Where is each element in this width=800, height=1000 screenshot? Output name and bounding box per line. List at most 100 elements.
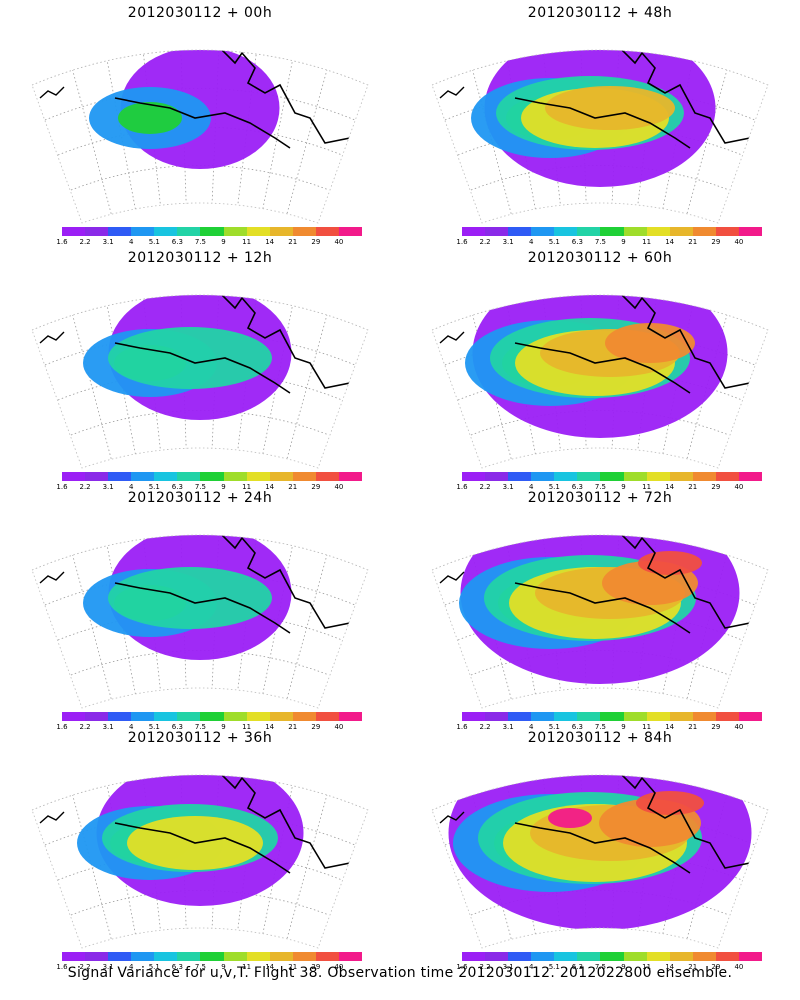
colorbar-swatch xyxy=(292,227,316,236)
colorbar-tick-label: 14 xyxy=(665,238,675,246)
colorbar-tick-label: 3.1 xyxy=(502,483,514,491)
colorbar-tick-label: 29 xyxy=(311,483,321,491)
colorbar-swatch xyxy=(62,472,86,481)
colorbar-tick-label: 6.3 xyxy=(571,238,583,246)
colorbar-swatch xyxy=(462,712,486,721)
variance-map xyxy=(31,534,369,709)
colorbar-tick-label: 4 xyxy=(128,963,134,971)
colorbar-swatch xyxy=(623,472,647,481)
colorbar-tick-label: 40 xyxy=(334,963,344,971)
colorbar-tick-label: 29 xyxy=(711,963,721,971)
map-panel: 2012030112 + 48h 1.6 2.2 3.1 4 5.1 6.3 7.5 9 11 14… xyxy=(400,5,800,248)
colorbar-swatch xyxy=(508,712,532,721)
colorbar-swatch xyxy=(669,227,693,236)
colorbar-swatch xyxy=(315,952,339,961)
colorbar-labels: 1.6 2.2 3.1 4 5.1 6.3 7.5 9 11 14 21 29 40 xyxy=(456,238,762,248)
colorbar-tick-label: 6.3 xyxy=(571,483,583,491)
colorbar-tick-label: 11 xyxy=(642,238,652,246)
colorbar-swatch xyxy=(577,712,601,721)
colorbar-swatch xyxy=(200,472,224,481)
colorbar-tick-label: 9 xyxy=(221,238,226,246)
colorbar-tick-label: 40 xyxy=(334,483,344,491)
colorbar xyxy=(462,472,763,481)
colorbar-tick-label: 2.2 xyxy=(479,238,491,246)
colorbar-swatch xyxy=(269,227,293,236)
colorbar-swatch xyxy=(108,952,132,961)
panel-title: 2012030112 + 12h xyxy=(127,250,273,266)
colorbar-tick-label: 4 xyxy=(128,723,134,731)
colorbar-tick-label: 21 xyxy=(288,483,298,491)
colorbar-tick-label: 21 xyxy=(288,723,298,731)
colorbar-swatch xyxy=(531,712,555,721)
colorbar-swatch xyxy=(738,952,763,961)
colorbar-labels: 1.6 2.2 3.1 4 5.1 6.3 7.5 9 11 14 21 29 40 xyxy=(56,723,362,733)
colorbar-swatch xyxy=(600,227,624,236)
colorbar-swatch xyxy=(623,952,647,961)
colorbar-tick-label: 21 xyxy=(288,963,298,971)
colorbar-tick-label: 21 xyxy=(688,483,698,491)
colorbar-swatch xyxy=(85,227,109,236)
colorbar-swatch xyxy=(738,227,763,236)
colorbar-swatch xyxy=(462,227,486,236)
colorbar-swatch xyxy=(692,472,716,481)
colorbar-swatch xyxy=(508,472,532,481)
colorbar-tick-label: 2.2 xyxy=(79,963,91,971)
colorbar-tick-label: 4 xyxy=(128,238,134,246)
colorbar-tick-label: 7.5 xyxy=(594,483,607,491)
colorbar-swatch xyxy=(508,227,532,236)
colorbar-tick-label: 5.1 xyxy=(148,963,160,971)
colorbar-tick-label: 7.5 xyxy=(194,238,207,246)
colorbar-swatch xyxy=(600,952,624,961)
colorbar-tick-label: 3.1 xyxy=(502,963,514,971)
colorbar-tick-label: 3.1 xyxy=(502,723,514,731)
colorbar-tick-label: 14 xyxy=(265,723,275,731)
colorbar-swatch xyxy=(154,712,178,721)
colorbar-tick-label: 9 xyxy=(221,963,226,971)
colorbar-swatch xyxy=(692,952,716,961)
colorbar-swatch xyxy=(485,227,509,236)
colorbar-swatch xyxy=(62,227,86,236)
colorbar-swatch xyxy=(246,472,270,481)
colorbar-tick-label: 14 xyxy=(665,963,675,971)
panel-title: 2012030112 + 24h xyxy=(127,490,273,506)
colorbar-labels: 1.6 2.2 3.1 4 5.1 6.3 7.5 9 11 14 21 29 40 xyxy=(456,963,762,973)
colorbar xyxy=(462,952,763,961)
colorbar-labels: 1.6 2.2 3.1 4 5.1 6.3 7.5 9 11 14 21 29 40 xyxy=(456,723,762,733)
colorbar-swatch xyxy=(177,472,201,481)
panel-title: 2012030112 + 84h xyxy=(527,730,673,746)
colorbar-tick-label: 14 xyxy=(265,238,275,246)
colorbar-swatch xyxy=(108,712,132,721)
colorbar-tick-label: 5.1 xyxy=(148,723,160,731)
colorbar-tick-label: 14 xyxy=(665,723,675,731)
colorbar-swatch xyxy=(577,952,601,961)
colorbar-swatch xyxy=(554,227,578,236)
colorbar-tick-label: 40 xyxy=(734,483,744,491)
colorbar-tick-label: 11 xyxy=(242,238,252,246)
colorbar-swatch xyxy=(177,712,201,721)
colorbar-tick-label: 11 xyxy=(242,723,252,731)
colorbar-tick-label: 7.5 xyxy=(594,963,607,971)
colorbar-tick-label: 1.6 xyxy=(456,723,468,731)
colorbar-tick-label: 5.1 xyxy=(548,723,560,731)
colorbar-tick-label: 11 xyxy=(642,963,652,971)
colorbar-swatch xyxy=(315,472,339,481)
colorbar-swatch xyxy=(200,712,224,721)
colorbar-swatch xyxy=(554,712,578,721)
map-panel: 2012030112 + 36h 1.6 2.2 3.1 4 5.1 6.3 7.5 9 11 14… xyxy=(0,730,400,971)
colorbar-swatch xyxy=(485,952,509,961)
colorbar-tick-label: 9 xyxy=(621,723,626,731)
colorbar-swatch xyxy=(669,952,693,961)
colorbar-tick-label: 21 xyxy=(688,238,698,246)
colorbar-tick-label: 7.5 xyxy=(194,723,207,731)
colorbar-tick-label: 40 xyxy=(734,963,744,971)
colorbar-swatch xyxy=(646,712,670,721)
colorbar-tick-label: 29 xyxy=(711,483,721,491)
panel-title: 2012030112 + 48h xyxy=(527,5,673,21)
variance-map xyxy=(431,294,769,469)
colorbar-tick-label: 40 xyxy=(734,723,744,731)
colorbar xyxy=(462,227,763,236)
colorbar xyxy=(62,227,363,236)
colorbar-swatch xyxy=(646,952,670,961)
colorbar-tick-label: 11 xyxy=(642,723,652,731)
colorbar-labels: 1.6 2.2 3.1 4 5.1 6.3 7.5 9 11 14 21 29 40 xyxy=(56,238,362,248)
